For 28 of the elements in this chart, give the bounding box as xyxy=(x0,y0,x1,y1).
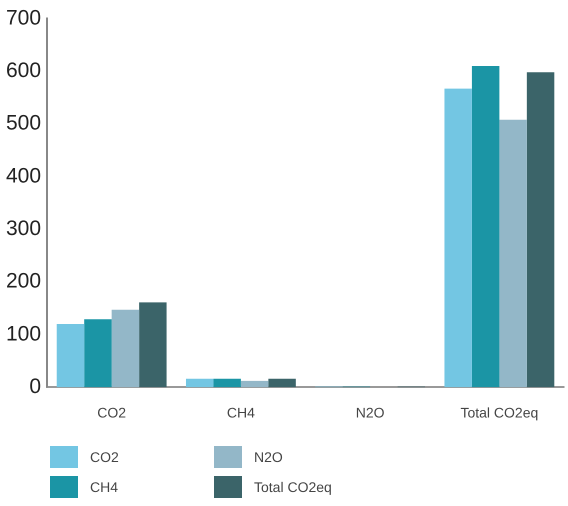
y-tick-label: 400 xyxy=(6,164,42,188)
bar xyxy=(499,120,527,388)
bar xyxy=(444,88,472,388)
bar xyxy=(472,66,500,388)
bar xyxy=(526,72,554,388)
x-tick-label: CO2 xyxy=(97,404,126,420)
legend-label: Total CO2eq xyxy=(254,479,332,495)
x-tick-label: N2O xyxy=(356,404,385,420)
y-tick-label: 500 xyxy=(6,112,42,135)
y-tick-label: 700 xyxy=(6,6,42,30)
legend-label: CO2 xyxy=(90,449,119,465)
y-tick-label: 300 xyxy=(6,217,42,240)
legend-label: CH4 xyxy=(90,479,118,495)
bar xyxy=(240,380,268,388)
x-tick-label: CH4 xyxy=(226,404,256,420)
legend-label: N2O xyxy=(254,449,283,465)
bar xyxy=(213,378,241,388)
bar xyxy=(186,378,214,388)
y-tick-label: 600 xyxy=(6,59,42,82)
y-tick-label: 100 xyxy=(6,322,42,346)
bar xyxy=(112,310,140,388)
bar xyxy=(139,302,167,388)
bar xyxy=(56,324,84,388)
bar xyxy=(84,319,112,388)
bar xyxy=(268,378,296,388)
y-tick-label: 200 xyxy=(6,270,42,293)
x-tick-label: Total CO2eq xyxy=(460,404,538,420)
y-tick-label: 0 xyxy=(29,374,42,398)
